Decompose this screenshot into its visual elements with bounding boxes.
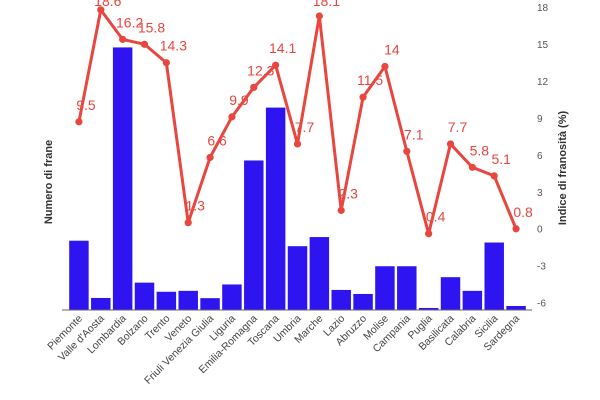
right-axis-tick-label: 18 bbox=[537, 3, 549, 14]
line-point-piemonte bbox=[75, 118, 83, 126]
line-points bbox=[75, 6, 520, 238]
data-label-valle-d-aosta: 18.6 bbox=[94, 0, 121, 9]
bar-lazio bbox=[331, 289, 351, 310]
bar-bolzano bbox=[134, 282, 155, 310]
bar-sardegna bbox=[506, 305, 526, 310]
data-label-basilicata: 7.7 bbox=[448, 119, 468, 135]
line-point-umbria bbox=[293, 140, 302, 148]
data-label-veneto: 1.3 bbox=[185, 198, 205, 214]
line-point-calabria bbox=[468, 163, 476, 171]
bar-liguria bbox=[222, 284, 242, 310]
bar-emilia-romagna bbox=[244, 160, 264, 310]
line-point-marche bbox=[315, 12, 323, 20]
line-point-lombardia bbox=[119, 35, 127, 43]
data-label-umbria: 7.7 bbox=[295, 119, 315, 135]
left-axis-title: Numero di frane bbox=[43, 140, 55, 224]
bar-piemonte bbox=[69, 240, 89, 310]
line-point-trento bbox=[162, 59, 170, 67]
data-label-toscana: 14.1 bbox=[269, 40, 296, 56]
line-point-veneto bbox=[184, 219, 192, 227]
right-axis-tick-label: 9 bbox=[537, 114, 543, 125]
data-label-calabria: 5.8 bbox=[470, 142, 490, 158]
line-point-abruzzo bbox=[359, 93, 367, 101]
bar-lombardia bbox=[112, 47, 133, 310]
line-point-sicilia bbox=[490, 172, 498, 180]
right-axis-tick-labels: 18 15 12 9 6 3 0 -3 -6 bbox=[537, 3, 549, 309]
line-point-emilia-romagna bbox=[250, 83, 258, 91]
line-point-sardegna bbox=[512, 225, 520, 233]
data-label-sicilia: 5.1 bbox=[491, 151, 511, 167]
bar-abruzzo bbox=[353, 293, 373, 310]
bar-puglia bbox=[418, 307, 439, 310]
bar-sicilia bbox=[484, 242, 504, 310]
bar-trento bbox=[156, 291, 177, 310]
line-point-valle-d-aosta bbox=[97, 6, 105, 14]
data-label-emilia-romagna: 12.3 bbox=[247, 62, 274, 78]
data-label-puglia: 0.4 bbox=[426, 209, 446, 225]
bar-basilicata bbox=[440, 277, 461, 310]
right-axis-tick-label: 0 bbox=[537, 225, 543, 236]
line-point-toscana bbox=[272, 61, 280, 69]
bar-calabria bbox=[462, 290, 483, 310]
bar-toscana bbox=[265, 107, 286, 310]
bar-umbria bbox=[287, 246, 308, 310]
right-axis-tick-label: -6 bbox=[537, 298, 546, 309]
data-label-liguria: 9.9 bbox=[229, 92, 249, 108]
data-label-lazio: 2.3 bbox=[338, 185, 358, 201]
bar-campania bbox=[397, 266, 417, 310]
data-label-trento: 14.3 bbox=[160, 38, 187, 54]
right-axis-title: Indice di franosità (%) bbox=[557, 111, 569, 226]
right-axis-tick-label: 3 bbox=[537, 188, 543, 199]
bar-friuli-venezia-giulia bbox=[200, 298, 220, 310]
data-label-marche: 18.1 bbox=[313, 0, 340, 9]
line-point-campania bbox=[403, 147, 411, 155]
right-axis-tick-label: 6 bbox=[537, 151, 543, 162]
data-label-sardegna: 0.8 bbox=[513, 204, 533, 220]
right-axis-tick-label: 15 bbox=[537, 40, 549, 51]
line-point-basilicata bbox=[446, 140, 455, 148]
data-label-molise: 14 bbox=[384, 41, 400, 57]
data-label-abruzzo: 11.5 bbox=[357, 72, 383, 88]
data-label-campania: 7.1 bbox=[404, 126, 424, 142]
line-point-bolzano bbox=[140, 40, 149, 48]
line-point-friuli-venezia-giulia bbox=[206, 153, 214, 162]
bar-molise bbox=[375, 266, 395, 310]
line-point-liguria bbox=[228, 113, 236, 121]
right-axis-tick-label: 12 bbox=[537, 77, 549, 88]
line-data-labels: 9.5 18.6 16.215.8 14.3 1.3 6.6 9.9 12.3 14.1 7.7 1… bbox=[76, 0, 533, 225]
bar-series-numero-di-frane bbox=[69, 47, 526, 310]
data-label-friuli-venezia-giulia: 6.6 bbox=[207, 132, 227, 148]
line-point-lazio bbox=[337, 206, 345, 214]
data-label-bolzano: 15.8 bbox=[138, 19, 165, 35]
data-label-piemonte: 9.5 bbox=[76, 97, 96, 113]
bar-valle-d-aosta bbox=[91, 297, 111, 310]
bar-marche bbox=[309, 237, 330, 310]
data-label-lombardia: 16.2 bbox=[116, 14, 143, 30]
line-point-puglia bbox=[425, 230, 433, 238]
line-point-molise bbox=[381, 62, 389, 71]
bar-veneto bbox=[178, 290, 198, 310]
right-axis-tick-label: -3 bbox=[537, 262, 546, 273]
